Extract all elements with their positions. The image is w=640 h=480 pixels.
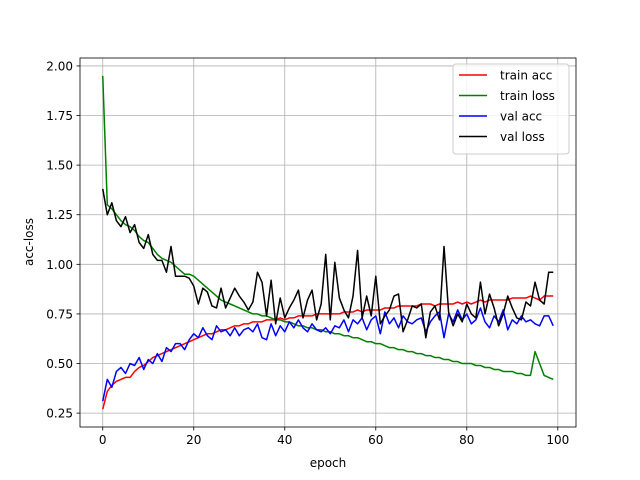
y-tick-label: 1.25 <box>46 208 73 222</box>
y-tick-label: 0.50 <box>46 357 73 371</box>
x-axis-ticks: 0 20 40 60 80 100 <box>99 427 569 447</box>
x-axis-label: epoch <box>310 456 347 470</box>
plot-frame <box>79 57 577 428</box>
legend-label-val-loss: val loss <box>500 130 545 144</box>
series-line-val-acc <box>102 307 554 402</box>
y-tick-label: 1.75 <box>46 109 73 123</box>
y-tick-label: 2.00 <box>46 59 73 73</box>
y-tick-label: 1.00 <box>46 258 73 272</box>
x-tick-label: 60 <box>368 433 383 447</box>
x-tick-label: 40 <box>277 433 292 447</box>
x-tick-label: 80 <box>459 433 474 447</box>
plot-series <box>102 75 554 410</box>
series-line-val-loss <box>102 188 554 339</box>
legend-label-train-acc: train acc <box>500 69 552 83</box>
legend: train acc train loss val acc val loss <box>452 63 570 155</box>
x-tick-label: 0 <box>99 433 107 447</box>
y-tick-label: 1.50 <box>46 159 73 173</box>
y-axis-ticks: 0.25 0.50 0.75 1.00 1.25 1.50 1.75 2.00 <box>46 59 80 421</box>
x-tick-label: 20 <box>186 433 201 447</box>
legend-box <box>452 63 570 155</box>
x-tick-label: 100 <box>546 433 569 447</box>
legend-label-val-acc: val acc <box>500 110 542 124</box>
y-axis-label: acc-loss <box>22 218 36 266</box>
y-tick-label: 0.25 <box>46 407 73 421</box>
y-tick-label: 0.75 <box>46 307 73 321</box>
legend-label-train-loss: train loss <box>500 89 555 103</box>
grid-lines <box>80 58 576 427</box>
